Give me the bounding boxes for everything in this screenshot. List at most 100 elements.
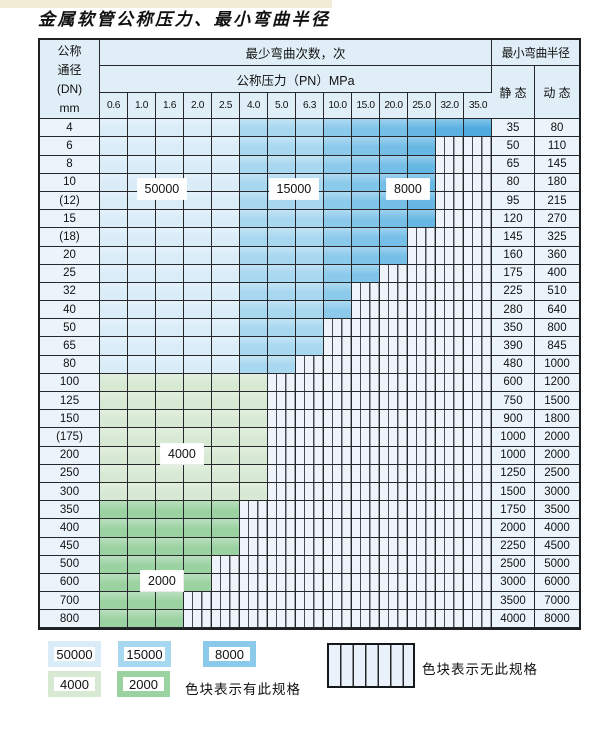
grid-cell xyxy=(212,301,240,320)
table-row: (175) 1000 2000 xyxy=(40,428,579,447)
dynamic-value-cell: 640 xyxy=(535,301,579,320)
dn-cell: 32 xyxy=(40,282,100,302)
grid-cell xyxy=(436,555,464,574)
grid-cell xyxy=(100,410,128,429)
grid-cell xyxy=(212,119,240,138)
grid-cell xyxy=(380,373,408,392)
grid-cell xyxy=(212,464,240,483)
grid-cell xyxy=(184,482,212,502)
grid-cell xyxy=(212,337,240,356)
grid-cell xyxy=(156,392,184,411)
grid-cell xyxy=(100,137,128,156)
grid-cell xyxy=(212,501,240,520)
grid-cell xyxy=(128,464,156,483)
grid-cell xyxy=(128,355,156,374)
dn-cell: 4 xyxy=(40,119,100,138)
grid-cell xyxy=(324,610,352,629)
grid-cell xyxy=(324,337,352,356)
grid-cell xyxy=(100,592,128,611)
dn-cell: 200 xyxy=(40,446,100,465)
grid-cell xyxy=(296,319,324,338)
grid-cell xyxy=(128,301,156,320)
grid-cell xyxy=(464,119,492,138)
static-value-cell: 2000 xyxy=(492,519,535,538)
grid-cell xyxy=(380,610,408,629)
grid-cell xyxy=(100,464,128,483)
grid-cell xyxy=(324,173,352,192)
grid-cell xyxy=(464,282,492,302)
grid-cell xyxy=(380,573,408,593)
dn-cell: 700 xyxy=(40,592,100,611)
grid-cell xyxy=(436,392,464,411)
static-dynamic-row: 静 态 动 态 xyxy=(492,66,579,120)
table-row: 65 390 845 xyxy=(40,337,579,356)
grid-cell xyxy=(100,246,128,265)
grid-cell xyxy=(268,464,296,483)
grid-cell xyxy=(296,592,324,611)
grid-cell xyxy=(380,337,408,356)
grid-cell xyxy=(240,482,268,502)
grid-cell xyxy=(240,191,268,211)
grid-cell xyxy=(240,282,268,302)
legend-swatch: 8000 xyxy=(203,641,256,667)
static-value-cell: 390 xyxy=(492,337,535,356)
table-row: 200 1000 2000 xyxy=(40,446,579,465)
grid-cell xyxy=(408,555,436,574)
table-row: 600 3000 6000 xyxy=(40,573,579,593)
grid-cell xyxy=(380,446,408,465)
grid-cell xyxy=(352,464,380,483)
dynamic-value-cell: 4500 xyxy=(535,537,579,556)
static-value-cell: 2500 xyxy=(492,555,535,574)
grid-cell xyxy=(352,537,380,556)
grid-cell xyxy=(408,228,436,247)
grid-cell xyxy=(296,228,324,247)
grid-cell xyxy=(212,264,240,283)
grid-cell xyxy=(408,282,436,302)
grid-cell xyxy=(352,301,380,320)
grid-cell xyxy=(128,210,156,229)
grid-cell xyxy=(240,446,268,465)
grid-cell xyxy=(100,610,128,629)
grid-cell xyxy=(268,228,296,247)
grid-cell xyxy=(240,337,268,356)
pressure-tick: 1.6 xyxy=(156,92,184,120)
grid-cell xyxy=(184,355,212,374)
dynamic-value-cell: 4000 xyxy=(535,519,579,538)
grid-cell xyxy=(352,610,380,629)
grid-cell xyxy=(380,228,408,247)
grid-cell xyxy=(296,482,324,502)
grid-cell xyxy=(240,155,268,174)
grid-cell xyxy=(324,246,352,265)
grid-cell xyxy=(128,410,156,429)
grid-cell xyxy=(352,482,380,502)
static-value-cell: 225 xyxy=(492,282,535,302)
dynamic-value-cell: 2000 xyxy=(535,428,579,447)
grid-cell xyxy=(352,319,380,338)
grid-cell xyxy=(436,319,464,338)
grid-cell xyxy=(212,592,240,611)
grid-cell xyxy=(156,228,184,247)
grid-cell xyxy=(100,301,128,320)
grid-cell xyxy=(128,264,156,283)
grid-cell xyxy=(380,482,408,502)
grid-cell xyxy=(324,392,352,411)
static-value-cell: 120 xyxy=(492,210,535,229)
grid-cell xyxy=(100,537,128,556)
grid-cell xyxy=(352,191,380,211)
grid-cell xyxy=(296,282,324,302)
grid-cell xyxy=(352,392,380,411)
grid-cell xyxy=(408,155,436,174)
dynamic-value-cell: 800 xyxy=(535,319,579,338)
grid-cell xyxy=(184,610,212,629)
grid-cell xyxy=(268,210,296,229)
legend-swatch: 15000 xyxy=(118,641,171,667)
grid-cell xyxy=(128,319,156,338)
grid-cell xyxy=(436,301,464,320)
grid-cell xyxy=(184,228,212,247)
grid-cell xyxy=(100,173,128,192)
grid-cell xyxy=(436,592,464,611)
grid-cell xyxy=(184,592,212,611)
grid-cell xyxy=(212,355,240,374)
grid-cell xyxy=(296,355,324,374)
table-row: 50 350 800 xyxy=(40,319,579,338)
